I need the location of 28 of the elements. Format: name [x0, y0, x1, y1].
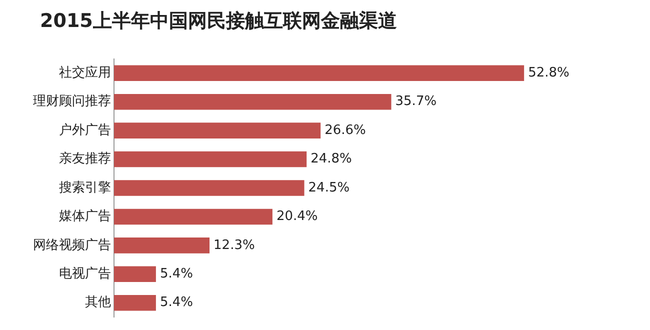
y-tick-label: 亲友推荐 [59, 152, 111, 167]
bar [114, 151, 307, 168]
data-label: 52.8% [528, 66, 570, 81]
data-label: 12.3% [214, 238, 255, 253]
y-tick-label: 电视广告 [59, 266, 111, 282]
y-tick-label: 户外广告 [59, 122, 111, 138]
data-label: 5.4% [160, 266, 193, 282]
y-tick-label: 理财顾问推荐 [33, 94, 111, 110]
y-tick-label: 社交应用 [59, 64, 111, 81]
bar [114, 294, 156, 311]
bar [114, 266, 156, 282]
data-label: 5.4% [160, 295, 193, 310]
y-tick-label: 媒体广告 [59, 209, 111, 224]
data-label: 35.7% [395, 94, 437, 110]
y-tick-label: 其他 [85, 295, 111, 310]
bar [114, 122, 321, 138]
bar [114, 180, 304, 196]
bar [114, 65, 524, 82]
chart-title: 2015上半年中国网民接触互联网金融渠道 [40, 9, 397, 34]
data-label: 24.5% [308, 180, 350, 196]
bar [114, 238, 210, 254]
data-label: 26.6% [324, 122, 366, 138]
bar [114, 94, 392, 110]
data-label: 20.4% [276, 209, 318, 224]
bar [114, 208, 272, 225]
y-tick-label: 搜索引擎 [59, 180, 111, 196]
y-tick-label: 网络视频广告 [33, 238, 111, 253]
data-label: 24.8% [310, 152, 352, 167]
